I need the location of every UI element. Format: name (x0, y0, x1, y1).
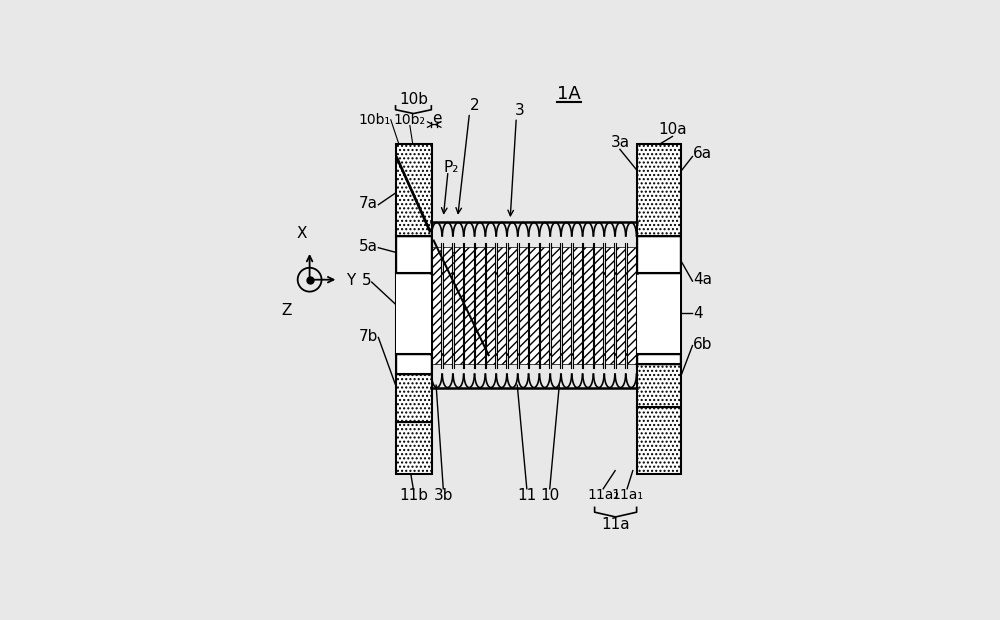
Text: 5a: 5a (359, 239, 378, 254)
Text: 10: 10 (540, 488, 559, 503)
Bar (637, 273, 680, 353)
Bar (637, 353, 680, 365)
Text: X: X (297, 226, 307, 241)
Bar (637, 236, 680, 273)
Bar (396, 236, 431, 273)
Bar (519, 247, 528, 363)
Bar (540, 247, 549, 363)
Bar (637, 407, 680, 473)
Bar (529, 247, 539, 363)
Text: 2: 2 (469, 98, 479, 113)
Text: 4: 4 (693, 306, 703, 321)
Text: 6a: 6a (693, 146, 712, 161)
Text: 10b₂: 10b₂ (394, 113, 426, 126)
Text: 5: 5 (362, 273, 371, 288)
Bar (396, 144, 431, 236)
Text: 11: 11 (517, 488, 536, 503)
Text: 7a: 7a (359, 196, 378, 211)
Text: e: e (432, 112, 442, 126)
Text: δ₂: δ₂ (449, 252, 465, 267)
Bar (508, 247, 517, 363)
Text: 11a₁: 11a₁ (611, 489, 643, 502)
Bar (637, 144, 680, 236)
Bar (396, 422, 431, 473)
Bar (551, 247, 560, 363)
Text: P₂: P₂ (443, 160, 459, 175)
Text: 7b: 7b (358, 329, 378, 343)
Bar (573, 247, 582, 363)
Text: Y: Y (346, 273, 355, 288)
Text: 3a: 3a (610, 135, 629, 150)
Bar (432, 247, 441, 363)
Text: 11a₂: 11a₂ (587, 489, 619, 502)
Bar (616, 247, 625, 363)
Text: 3: 3 (515, 103, 525, 118)
Bar (627, 247, 636, 363)
Text: 11b: 11b (399, 488, 428, 503)
Bar (583, 247, 593, 363)
Bar (454, 247, 463, 363)
Text: 3b: 3b (434, 488, 453, 503)
Bar (464, 247, 474, 363)
Bar (637, 144, 680, 473)
Bar (594, 247, 603, 363)
Bar (637, 365, 680, 407)
Text: 10b: 10b (399, 92, 428, 107)
Text: 10a: 10a (658, 122, 687, 137)
Text: 10b₁: 10b₁ (359, 113, 391, 126)
Text: Z: Z (281, 303, 291, 317)
Bar (396, 273, 431, 353)
Text: 1A: 1A (557, 86, 581, 104)
Text: 6b: 6b (693, 337, 712, 352)
Bar (486, 247, 495, 363)
Bar (475, 247, 485, 363)
Bar (497, 247, 506, 363)
Bar (396, 374, 431, 422)
Bar (396, 144, 431, 473)
Bar (396, 353, 431, 374)
Bar (605, 247, 614, 363)
Text: 4a: 4a (693, 272, 712, 287)
Text: 11a: 11a (601, 516, 630, 531)
Bar (443, 247, 452, 363)
Bar (562, 247, 571, 363)
